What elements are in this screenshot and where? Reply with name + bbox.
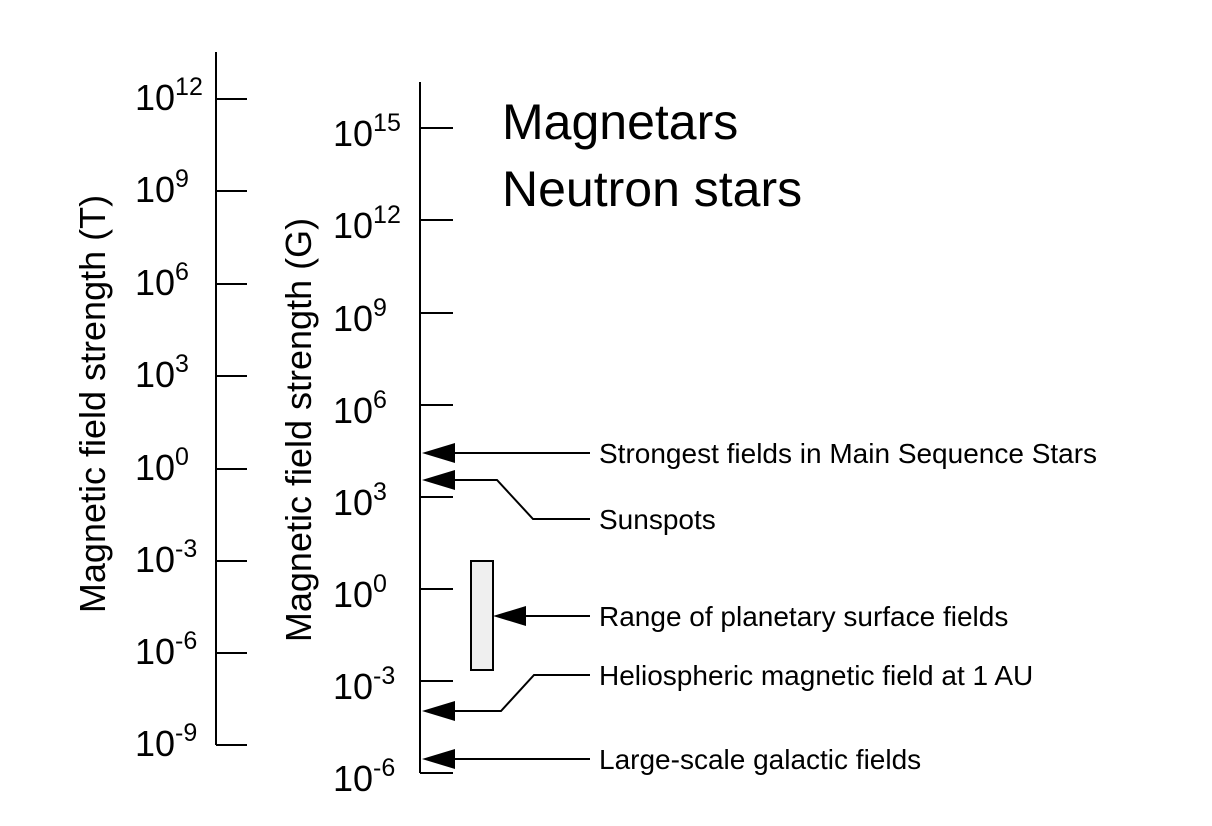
annotation-galactic: Large-scale galactic fields — [422, 744, 921, 775]
annotation-label: Sunspots — [599, 504, 716, 535]
annotation-label: Large-scale galactic fields — [599, 744, 921, 775]
left-tick-label: 103 — [135, 350, 189, 395]
left-axis-title: Magnetic field strength (T) — [72, 195, 113, 613]
left-tick-label: 106 — [135, 258, 189, 303]
annotation-planetary: Range of planetary surface fields — [470, 560, 1008, 671]
right-tick-label: 100 — [333, 570, 387, 615]
neutron-stars-heading: Neutron stars — [502, 161, 802, 217]
right-axis: 1015 1012 109 106 103 100 10-3 10-6 Magn… — [278, 82, 453, 799]
right-axis-title: Magnetic field strength (G) — [278, 218, 319, 642]
magnetars-heading: Magnetars — [502, 94, 738, 150]
planetary-range-bar — [470, 560, 494, 671]
annotation-label: Strongest fields in Main Sequence Stars — [599, 438, 1097, 469]
arrowhead — [422, 749, 455, 769]
left-tick-label: 1012 — [135, 73, 203, 118]
right-tick-label: 10-3 — [333, 662, 395, 707]
left-axis: 1012 109 106 103 100 10-3 10-6 10-9 Magn… — [72, 52, 247, 764]
annotation-label: Heliospheric magnetic field at 1 AU — [599, 660, 1033, 691]
left-tick-label: 10-9 — [135, 719, 197, 764]
right-tick-label: 10-6 — [333, 754, 395, 799]
right-tick-label: 1015 — [333, 109, 401, 154]
left-tick-label: 10-3 — [135, 535, 197, 580]
left-tick-label: 100 — [135, 443, 189, 488]
annotation-sunspots: Sunspots — [422, 470, 716, 535]
annotation-main-sequence: Strongest fields in Main Sequence Stars — [422, 438, 1097, 469]
right-tick-label: 103 — [333, 478, 387, 523]
right-tick-label: 1012 — [333, 201, 401, 246]
right-tick-label: 106 — [333, 386, 387, 431]
arrowhead — [422, 443, 455, 463]
annotation-label: Range of planetary surface fields — [599, 601, 1008, 632]
leader-line — [455, 674, 590, 712]
arrowhead — [422, 701, 455, 721]
arrowhead — [422, 470, 455, 490]
left-tick-label: 10-6 — [135, 627, 197, 672]
right-tick-label: 109 — [333, 294, 387, 339]
annotation-heliospheric: Heliospheric magnetic field at 1 AU — [422, 660, 1033, 721]
left-tick-label: 109 — [135, 165, 189, 210]
leader-line — [455, 479, 590, 520]
arrowhead — [493, 606, 526, 626]
